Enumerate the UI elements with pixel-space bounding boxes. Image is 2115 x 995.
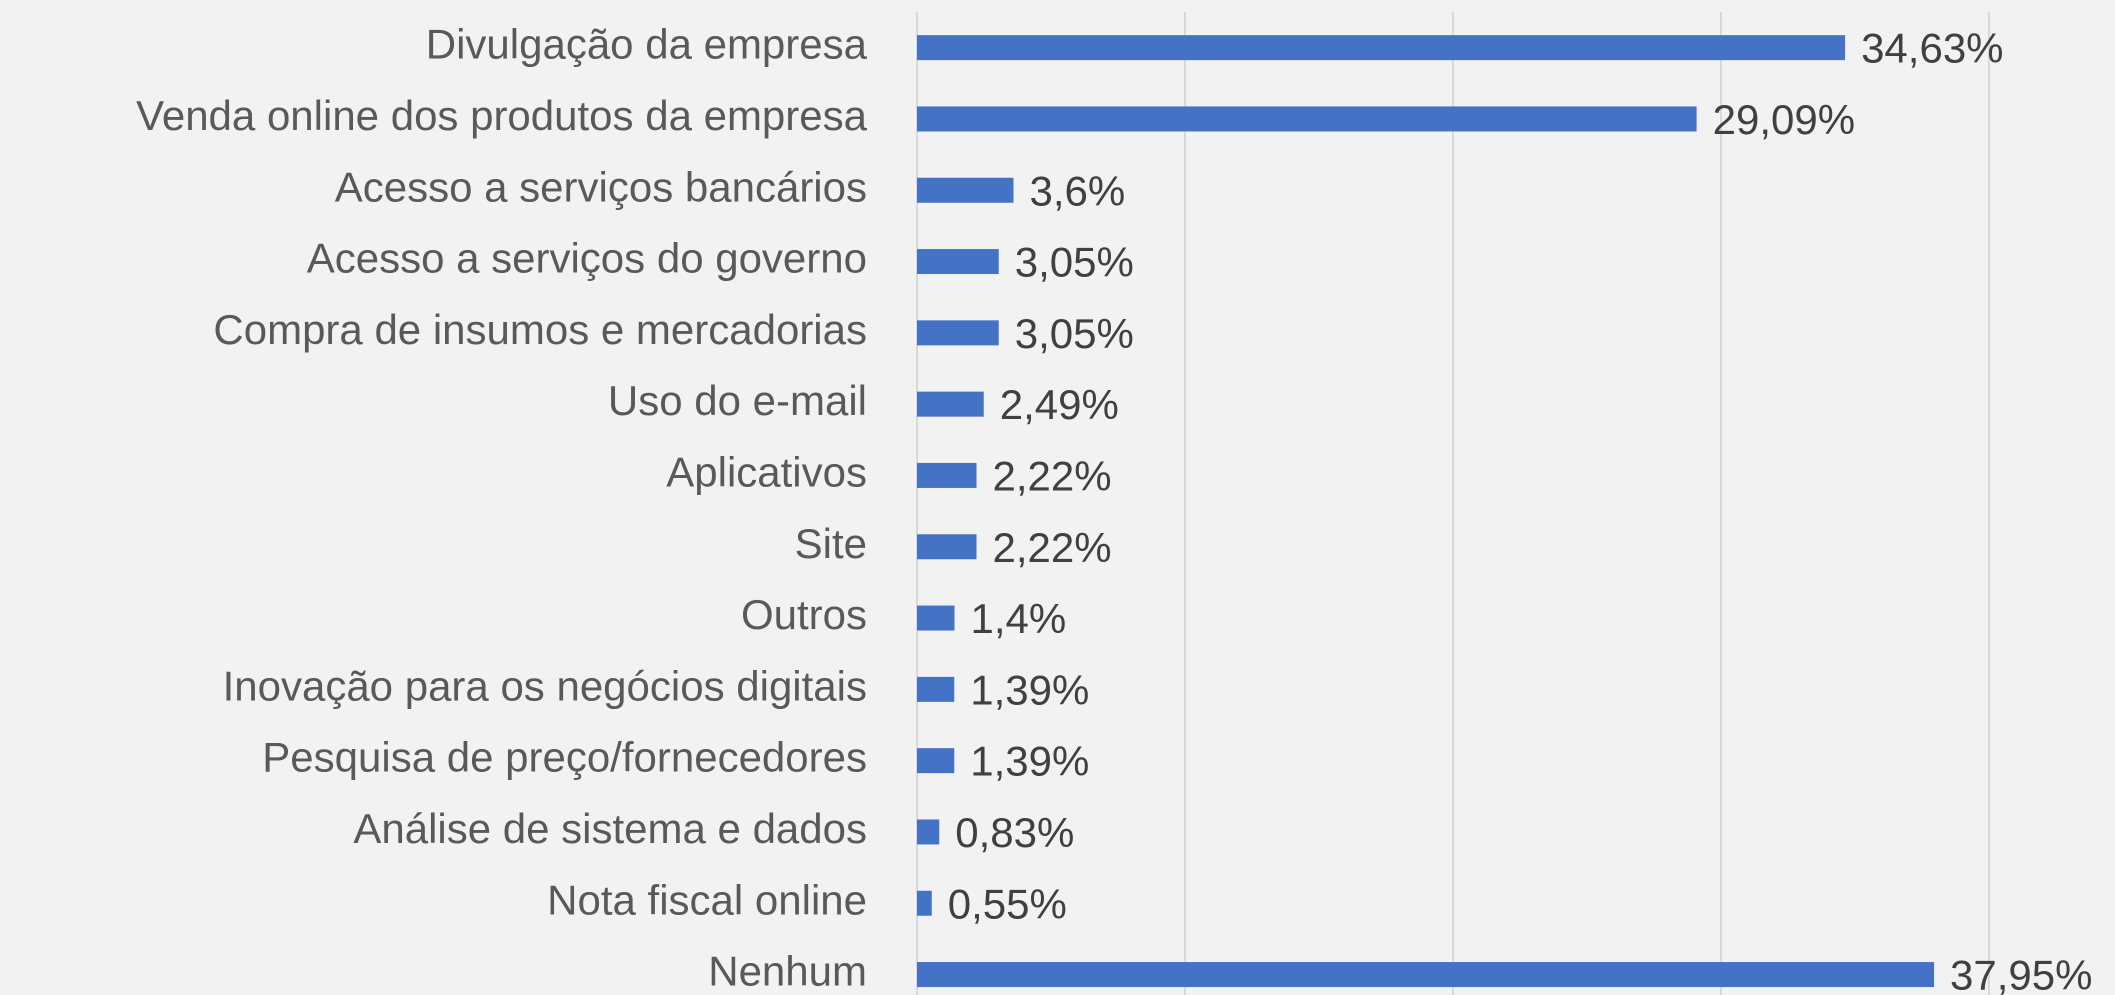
bar [917, 177, 1014, 203]
bar [917, 676, 955, 702]
value-label: 1,39% [970, 666, 1089, 713]
category-label: Inovação para os negócios digitais [223, 662, 867, 709]
value-label: 2,22% [992, 453, 1111, 500]
value-label: 37,95% [1950, 952, 2092, 995]
category-label: Compra de insumos e mercadorias [213, 306, 867, 353]
bar [917, 534, 977, 560]
category-label: Uso do e-mail [608, 377, 867, 424]
category-label: Aplicativos [666, 449, 867, 496]
value-label: 2,22% [992, 524, 1111, 571]
value-label: 1,4% [971, 595, 1067, 642]
bar [917, 106, 1697, 132]
category-label: Outros [741, 591, 867, 638]
category-label: Acesso a serviços do governo [307, 235, 867, 282]
category-label: Venda online dos produtos da empresa [136, 92, 867, 139]
category-label: Acesso a serviços bancários [335, 163, 867, 210]
category-label: Pesquisa de preço/fornecedores [262, 734, 867, 781]
category-label: Análise de sistema e dados [353, 805, 867, 852]
bar [917, 962, 1935, 988]
bar [917, 391, 984, 417]
category-label: Site [795, 520, 867, 567]
bar [917, 605, 955, 631]
value-label: 3,05% [1015, 310, 1134, 357]
bar [917, 249, 999, 275]
bar [917, 35, 1846, 61]
category-label: Nota fiscal online [547, 876, 867, 923]
value-label: 2,49% [1000, 381, 1119, 428]
value-label: 3,6% [1029, 167, 1125, 214]
category-label: Divulgação da empresa [426, 21, 868, 68]
bar [917, 819, 940, 845]
bar [917, 462, 977, 488]
bar [917, 890, 932, 916]
value-label: 3,05% [1015, 239, 1134, 286]
value-label: 0,83% [955, 809, 1074, 856]
value-label: 1,39% [970, 738, 1089, 785]
value-label: 29,09% [1713, 96, 1855, 143]
value-label: 0,55% [948, 880, 1067, 927]
category-label: Nenhum [708, 948, 867, 995]
value-label: 34,63% [1861, 25, 2003, 72]
bar [917, 748, 955, 774]
bar [917, 320, 999, 346]
